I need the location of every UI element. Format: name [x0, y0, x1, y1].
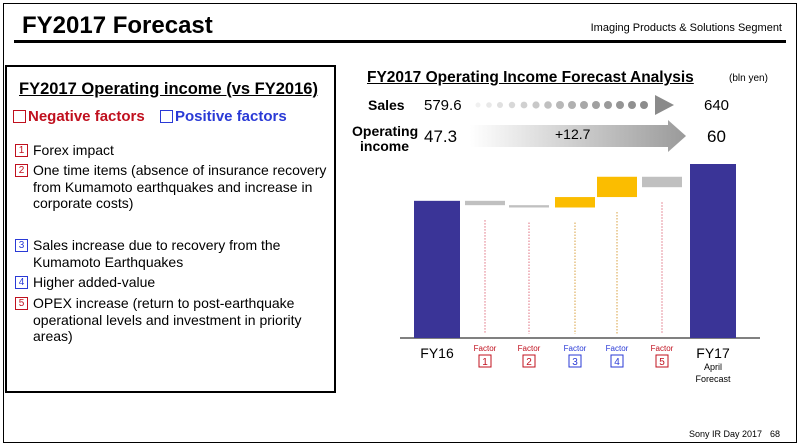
factor-badge-number-4: 4	[614, 357, 620, 368]
segment-label: Imaging Products & Solutions Segment	[590, 22, 782, 34]
legend-positive-label: Positive factors	[175, 108, 287, 125]
factor-badge-2	[522, 354, 536, 368]
page-number: 68	[770, 429, 781, 439]
operating-income-delta: +12.7	[555, 126, 591, 142]
sales-label: Sales	[368, 97, 405, 113]
sales-arrow	[475, 95, 674, 115]
legend-negative: Negative factors	[13, 108, 145, 125]
bar-factor-1	[465, 200, 505, 206]
operating-income-label-1: Operating	[352, 123, 419, 139]
sales-to-value: 640	[704, 97, 730, 114]
label-fy17-forecast: Forecast	[695, 374, 731, 384]
bar-factor-3	[555, 197, 595, 208]
operating-income-arrow	[470, 120, 686, 152]
factor-badge-5	[655, 354, 669, 368]
factor-number-badge: 3	[15, 239, 28, 252]
title-divider	[14, 40, 786, 43]
slide-frame	[3, 3, 797, 443]
label-fy17-april: April	[704, 362, 722, 372]
factor-item-1: 1 Forex impact	[15, 142, 331, 159]
factor-text: Sales increase due to recovery from the …	[33, 237, 281, 270]
label-factor-1: Factor	[474, 344, 497, 353]
label-fy16: FY16	[420, 345, 454, 361]
sales-from-value: 579.6	[424, 97, 462, 114]
chart-unit: (bln yen)	[729, 73, 768, 84]
factors-panel-title: FY2017 Operating income (vs FY2016)	[19, 80, 318, 98]
label-factor-4: Factor	[606, 344, 629, 353]
label-factor-2: Factor	[518, 344, 541, 353]
factor-item-5: 5 OPEX increase (return to post-earthqua…	[15, 295, 331, 345]
factor-number-badge: 4	[15, 276, 28, 289]
factor-badge-number-1: 1	[482, 357, 488, 368]
factor-badge-number-3: 3	[572, 357, 578, 368]
factors-panel: FY2017 Operating income (vs FY2016) Nega…	[5, 65, 336, 393]
bar-factor-2	[509, 205, 549, 208]
factor-item-4: 4 Higher added-value	[15, 274, 331, 291]
page-title: FY2017 Forecast	[22, 12, 213, 39]
bar-fy17	[690, 164, 736, 338]
factor-item-2: 2 One time items (absence of insurance r…	[15, 162, 331, 212]
factor-badge-3	[568, 354, 582, 368]
legend-positive: Positive factors	[160, 108, 287, 125]
label-fy17: FY17	[696, 345, 730, 361]
positive-square-icon	[160, 110, 173, 123]
bar-fy16	[414, 200, 460, 338]
negative-square-icon	[13, 110, 26, 123]
factor-item-3: 3 Sales increase due to recovery from th…	[15, 237, 331, 270]
operating-income-from-value: 47.3	[424, 127, 458, 146]
bar-factor-5	[642, 176, 682, 188]
legend-negative-label: Negative factors	[28, 108, 145, 125]
factor-number-badge: 5	[15, 297, 28, 310]
factor-text: Forex impact	[33, 142, 114, 158]
bar-factor-4	[597, 176, 637, 198]
factor-text: One time items (absence of insurance rec…	[33, 162, 327, 211]
factor-badge-number-2: 2	[526, 357, 532, 368]
chart-title: FY2017 Operating Income Forecast Analysi…	[367, 69, 694, 86]
factor-number-badge: 2	[15, 164, 28, 177]
factor-badge-number-5: 5	[659, 357, 665, 368]
factor-text: OPEX increase (return to post-earthquake…	[33, 295, 302, 344]
factor-badge-4	[610, 354, 624, 368]
operating-income-label-2: income	[360, 138, 410, 154]
factor-text: Higher added-value	[33, 274, 156, 290]
factor-badge-1	[478, 354, 492, 368]
operating-income-to-value: 60	[707, 127, 726, 146]
footer-source: Sony IR Day 2017	[688, 429, 762, 439]
label-factor-5: Factor	[651, 344, 674, 353]
factor-number-badge: 1	[15, 144, 28, 157]
label-factor-3: Factor	[564, 344, 587, 353]
